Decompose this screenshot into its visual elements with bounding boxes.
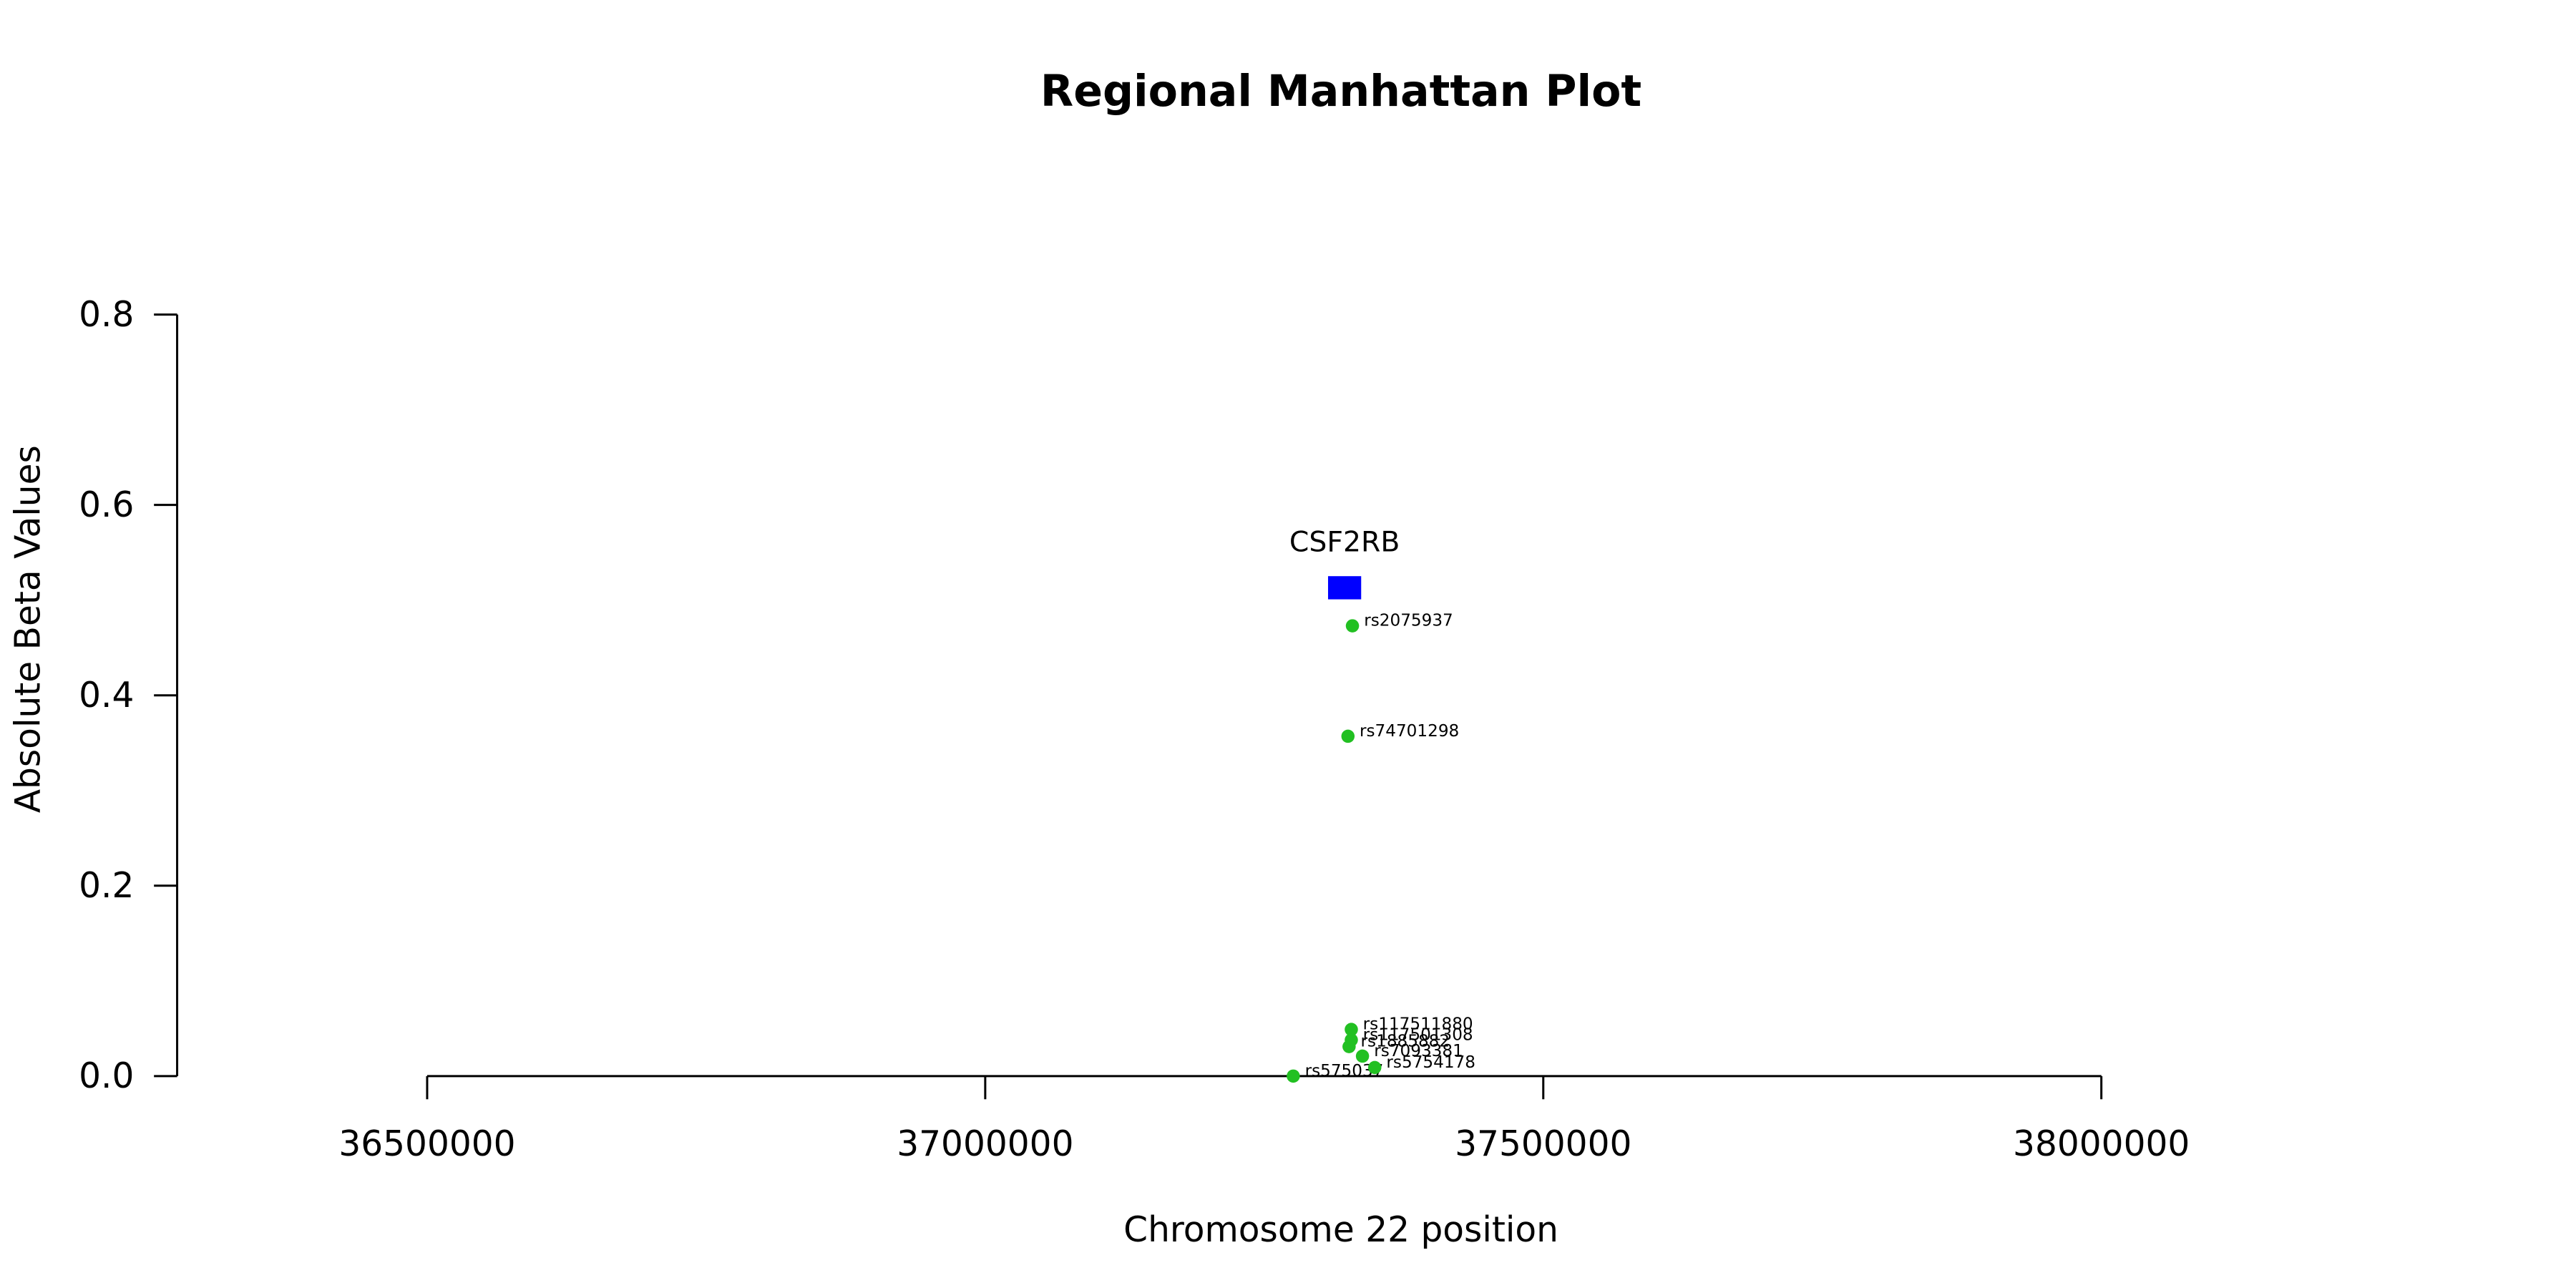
snp-label: rs7093381 — [1374, 1042, 1463, 1060]
snp-point — [1345, 619, 1360, 633]
x-tick-label: 37500000 — [1455, 1124, 1631, 1164]
snp-point — [1345, 1023, 1358, 1036]
y-tick-label: 0.6 — [79, 485, 134, 525]
y-axis-label: Absolute Beta Values — [9, 445, 49, 813]
snp-label: rs74701298 — [1360, 722, 1459, 741]
snp-label: rs1885882 — [1361, 1033, 1450, 1051]
x-tick-label: 37000000 — [897, 1124, 1073, 1164]
y-tick-label: 0.4 — [79, 675, 134, 716]
x-axis-label: Chromosome 22 position — [1123, 1210, 1558, 1250]
snp-point — [1355, 1049, 1370, 1063]
gene-label: CSF2RB — [1289, 525, 1400, 558]
snp-point — [1341, 729, 1355, 743]
gene-marker — [1327, 576, 1362, 600]
y-tick-label: 0.0 — [79, 1056, 134, 1096]
snp-point — [1367, 1060, 1382, 1075]
chart-title: Regional Manhattan Plot — [1040, 67, 1641, 117]
snp-label: rs117501308 — [1363, 1025, 1473, 1044]
snp-label: rs2075937 — [1364, 612, 1453, 630]
x-tick-label: 38000000 — [2013, 1124, 2190, 1164]
y-tick-label: 0.2 — [79, 866, 134, 906]
snp-point — [1287, 1069, 1300, 1083]
y-tick-label: 0.8 — [79, 295, 134, 335]
snp-point — [1342, 1040, 1356, 1053]
x-tick-label: 36500000 — [338, 1124, 515, 1164]
snp-label: rs117511880 — [1363, 1015, 1473, 1034]
snp-label: rs5754178 — [1386, 1053, 1475, 1072]
